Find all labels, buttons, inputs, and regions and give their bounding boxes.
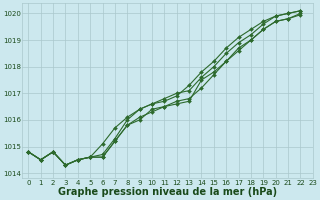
X-axis label: Graphe pression niveau de la mer (hPa): Graphe pression niveau de la mer (hPa) bbox=[58, 187, 277, 197]
